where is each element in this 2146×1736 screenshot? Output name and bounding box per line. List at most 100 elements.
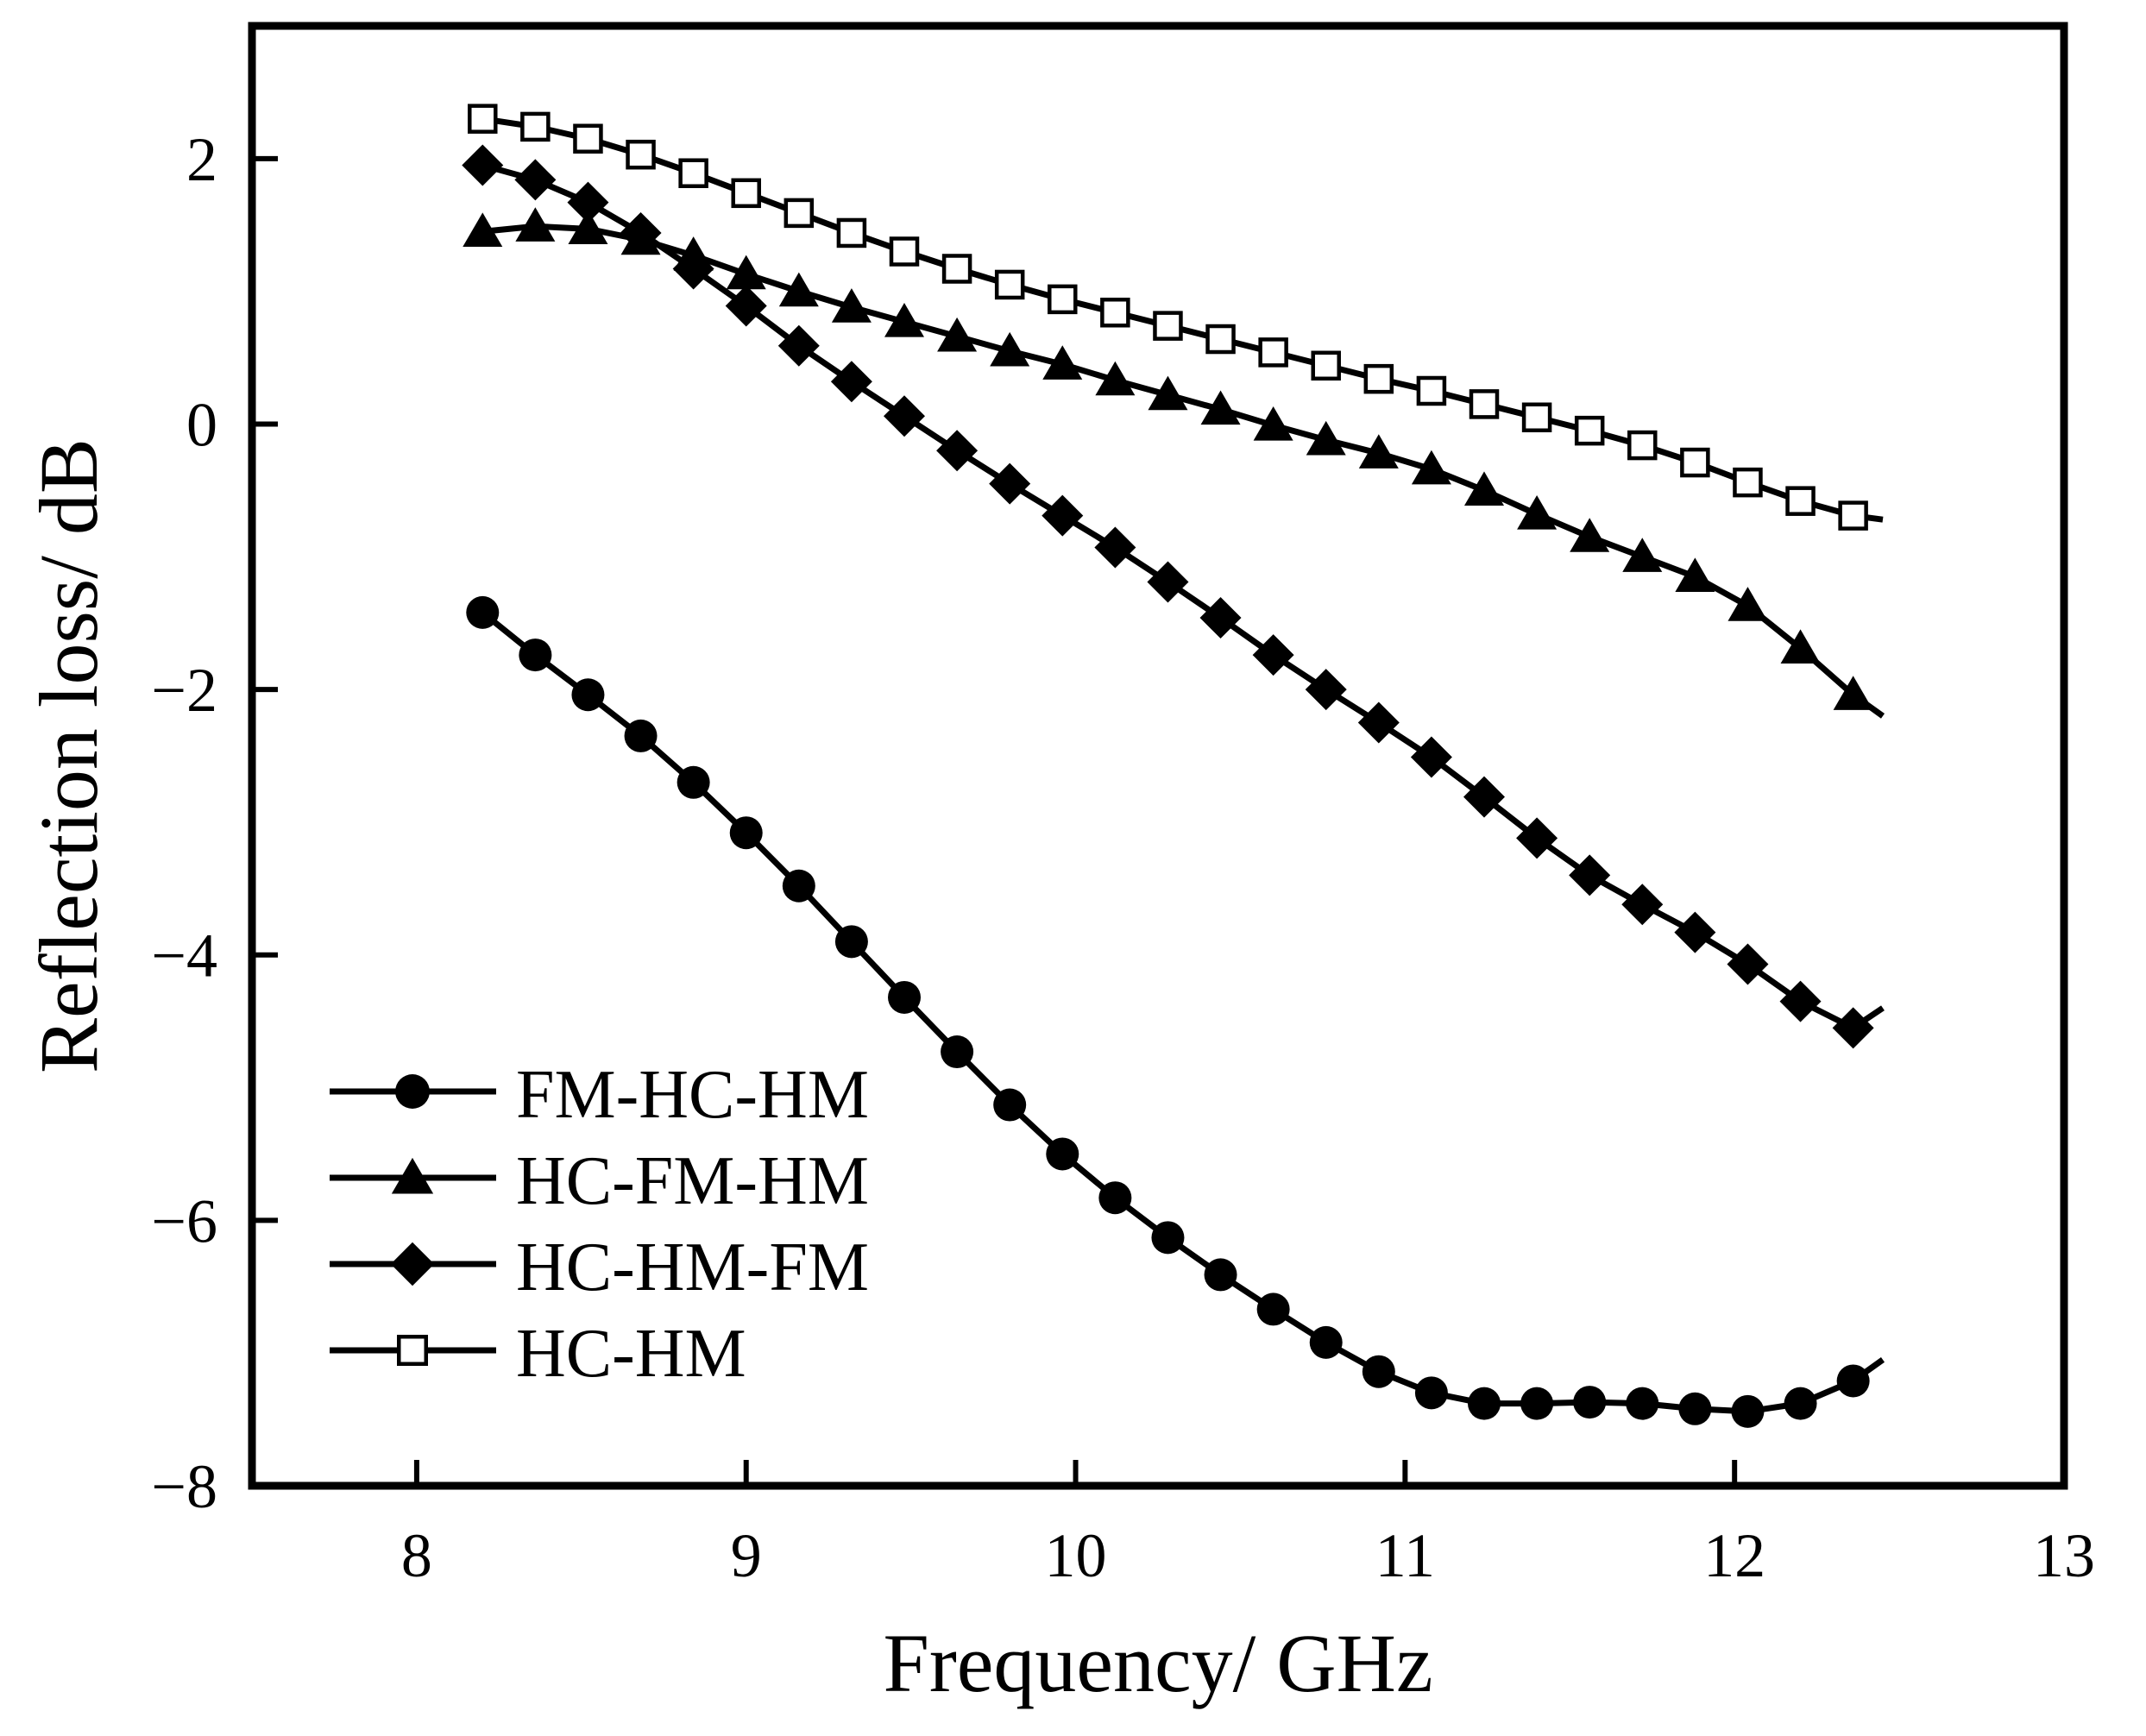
data-point-HC-HM-22 bbox=[1574, 415, 1605, 446]
data-point-HC-HM-19 bbox=[1416, 375, 1447, 406]
y-tick-label--6: −6 bbox=[151, 1186, 217, 1255]
series-line-HC-HM bbox=[481, 116, 1884, 523]
data-point-HC-HM-24 bbox=[1680, 447, 1710, 478]
data-point-HC-HM-13 bbox=[1100, 297, 1130, 328]
y-axis-label: Reflection loss/ dB bbox=[22, 438, 115, 1073]
data-point-HC-HM-FM-14 bbox=[1147, 561, 1189, 603]
data-point-HC-HM-FM-23 bbox=[1621, 884, 1664, 926]
data-point-HC-HM-FM-2 bbox=[514, 159, 557, 201]
y-tick-label-2: 2 bbox=[186, 125, 217, 194]
data-point-HC-HM-FM-3 bbox=[567, 181, 609, 223]
data-point-HC-HM-14 bbox=[1153, 311, 1183, 341]
x-axis: 8 9 10 11 12 13 bbox=[401, 1460, 2095, 1590]
data-point-HC-HM-FM-11 bbox=[989, 462, 1031, 505]
data-point-HC-FM-HM-15 bbox=[1200, 390, 1241, 425]
data-point-HC-FM-HM-17 bbox=[1306, 420, 1346, 456]
data-point-HC-HM-FM-16 bbox=[1252, 634, 1294, 676]
data-point-HC-HM-FM-5 bbox=[672, 248, 714, 290]
data-point-HC-FM-HM-18 bbox=[1358, 434, 1399, 469]
data-point-HC-FM-HM-26 bbox=[1780, 629, 1821, 664]
data-point-HC-HM-6 bbox=[731, 178, 761, 209]
data-point-HC-HM-7 bbox=[784, 198, 815, 229]
legend-marker-FM-HC-HM bbox=[395, 1074, 430, 1109]
y-axis: −8 −6 −4 −2 0 2 bbox=[151, 125, 278, 1521]
data-point-HC-HM-3 bbox=[573, 123, 603, 154]
x-tick-label-9: 9 bbox=[731, 1521, 762, 1590]
data-point-HC-HM-17 bbox=[1311, 350, 1341, 381]
data-point-HC-HM-FM-25 bbox=[1727, 943, 1769, 985]
series-line-HC-FM-HM bbox=[481, 223, 1885, 719]
data-point-FM-HC-HM-12 bbox=[1046, 1137, 1079, 1171]
data-point-HC-FM-HM-22 bbox=[1570, 518, 1610, 552]
series-HC-HM-FM bbox=[462, 144, 1885, 1049]
legend-entry-HC-HM-FM: HC-HM-FM bbox=[330, 1230, 869, 1305]
data-point-HC-HM-FM-21 bbox=[1516, 817, 1558, 859]
data-point-HC-HM-27 bbox=[1838, 500, 1868, 531]
series-HC-FM-HM bbox=[463, 207, 1885, 719]
data-point-HC-HM-15 bbox=[1205, 324, 1236, 355]
data-point-FM-HC-HM-13 bbox=[1098, 1181, 1132, 1215]
data-point-HC-HM-FM-12 bbox=[1042, 494, 1084, 537]
data-point-HC-HM-FM-8 bbox=[830, 361, 872, 403]
series-line-HC-HM-FM bbox=[481, 162, 1885, 1031]
legend-entry-HC-FM-HM: HC-FM-HM bbox=[330, 1143, 869, 1219]
data-point-FM-HC-HM-2 bbox=[519, 638, 552, 672]
plot-frame bbox=[248, 22, 2068, 1490]
data-point-HC-FM-HM-25 bbox=[1727, 587, 1768, 621]
data-point-HC-HM-18 bbox=[1363, 363, 1394, 394]
data-point-HC-HM-10 bbox=[941, 254, 972, 284]
data-point-FM-HC-HM-26 bbox=[1784, 1387, 1817, 1420]
data-point-HC-HM-FM-27 bbox=[1832, 1007, 1874, 1049]
data-point-HC-FM-HM-10 bbox=[937, 317, 978, 352]
data-point-HC-HM-FM-9 bbox=[884, 395, 925, 437]
data-point-FM-HC-HM-5 bbox=[677, 765, 710, 799]
data-point-FM-HC-HM-16 bbox=[1256, 1293, 1290, 1326]
series-FM-HC-HM bbox=[466, 595, 1885, 1428]
data-point-FM-HC-HM-7 bbox=[782, 869, 815, 903]
data-point-HC-HM-9 bbox=[889, 236, 920, 267]
data-point-HC-HM-FM-7 bbox=[777, 324, 820, 367]
legend-label-HC-FM-HM: HC-FM-HM bbox=[516, 1143, 869, 1219]
data-point-HC-FM-HM-6 bbox=[726, 255, 766, 290]
data-point-HC-HM-FM-24 bbox=[1674, 911, 1716, 953]
data-point-FM-HC-HM-4 bbox=[624, 719, 658, 752]
series-layer bbox=[462, 104, 1885, 1428]
data-point-FM-HC-HM-27 bbox=[1836, 1364, 1870, 1398]
data-point-HC-FM-HM-16 bbox=[1253, 406, 1293, 441]
data-point-FM-HC-HM-24 bbox=[1678, 1392, 1712, 1425]
data-point-FM-HC-HM-1 bbox=[466, 595, 500, 629]
series-HC-HM bbox=[468, 104, 1884, 531]
data-point-HC-HM-FM-20 bbox=[1463, 776, 1505, 818]
data-point-HC-HM-16 bbox=[1258, 337, 1288, 368]
data-point-FM-HC-HM-17 bbox=[1309, 1325, 1343, 1359]
x-axis-label: Frequency/ GHz bbox=[883, 1617, 1432, 1709]
x-tick-label-8: 8 bbox=[401, 1521, 432, 1590]
data-point-FM-HC-HM-10 bbox=[941, 1035, 974, 1069]
data-point-HC-HM-FM-10 bbox=[936, 430, 979, 472]
data-point-FM-HC-HM-23 bbox=[1626, 1387, 1659, 1420]
legend-label-HC-HM-FM: HC-HM-FM bbox=[516, 1230, 869, 1305]
data-point-HC-HM-FM-22 bbox=[1569, 854, 1611, 896]
data-point-HC-FM-HM-2 bbox=[515, 207, 556, 242]
data-point-FM-HC-HM-11 bbox=[993, 1088, 1027, 1122]
data-point-FM-HC-HM-6 bbox=[729, 816, 763, 850]
data-point-HC-HM-FM-6 bbox=[725, 285, 767, 327]
data-point-HC-FM-HM-13 bbox=[1095, 361, 1136, 396]
data-point-HC-HM-23 bbox=[1627, 430, 1658, 461]
data-point-HC-FM-HM-11 bbox=[990, 331, 1030, 367]
data-point-HC-FM-HM-19 bbox=[1411, 450, 1451, 485]
data-point-HC-HM-25 bbox=[1733, 467, 1763, 498]
data-point-HC-FM-HM-3 bbox=[568, 210, 608, 244]
legend-marker-HC-HM bbox=[397, 1335, 428, 1366]
data-point-HC-HM-20 bbox=[1469, 389, 1500, 419]
data-point-HC-HM-FM-15 bbox=[1199, 597, 1242, 639]
x-tick-label-13: 13 bbox=[2033, 1521, 2095, 1590]
data-point-HC-HM-FM-18 bbox=[1357, 701, 1400, 744]
legend-entry-FM-HC-HM: FM-HC-HM bbox=[330, 1057, 869, 1133]
y-tick-label-0: 0 bbox=[186, 390, 217, 459]
data-point-FM-HC-HM-22 bbox=[1573, 1386, 1607, 1419]
data-point-HC-FM-HM-21 bbox=[1517, 495, 1558, 530]
legend-marker-HC-HM-FM bbox=[390, 1242, 435, 1286]
legend-label-HC-HM: HC-HM bbox=[516, 1316, 746, 1392]
